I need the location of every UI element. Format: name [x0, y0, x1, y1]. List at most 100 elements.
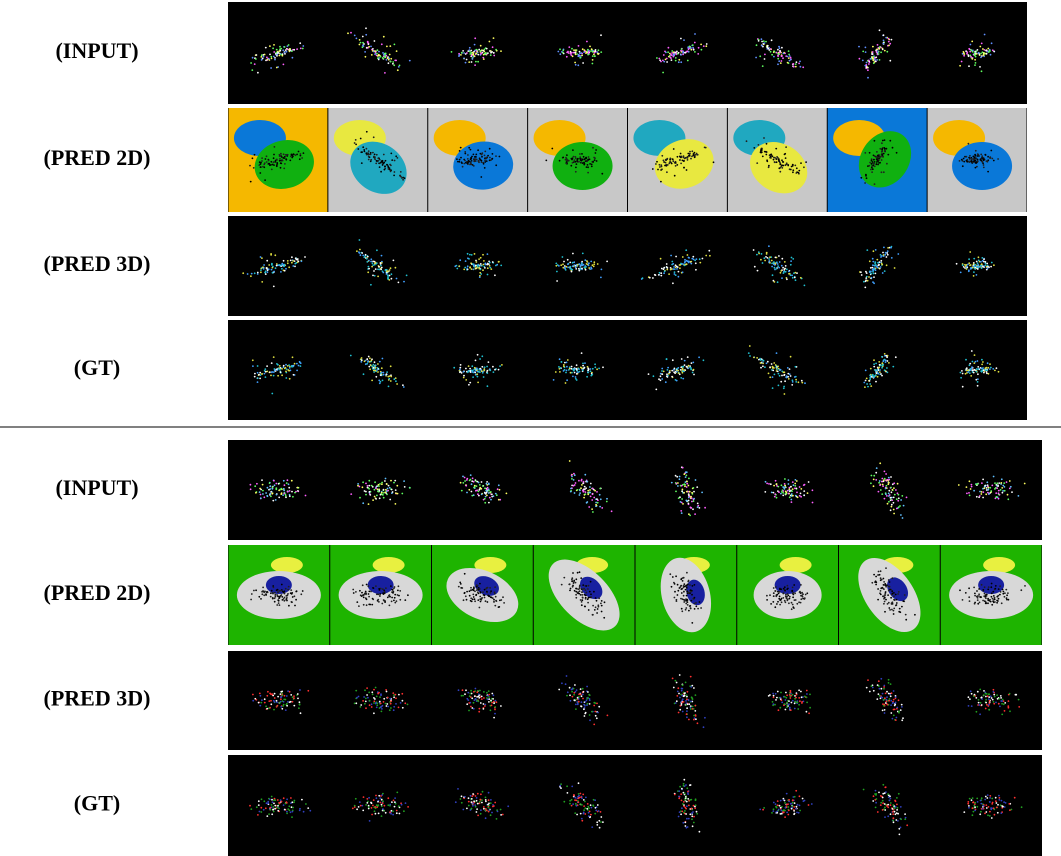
point	[569, 266, 571, 268]
point	[270, 596, 272, 598]
point	[596, 703, 598, 705]
point	[866, 177, 868, 179]
point	[873, 159, 875, 161]
point	[476, 368, 478, 370]
point	[770, 157, 772, 159]
point	[881, 579, 883, 581]
point	[578, 368, 580, 370]
point	[575, 582, 577, 584]
point	[679, 478, 681, 480]
point	[397, 590, 399, 592]
point	[380, 162, 382, 164]
point	[793, 584, 795, 586]
point	[986, 266, 988, 268]
point	[368, 480, 370, 482]
point	[282, 494, 284, 496]
point	[666, 61, 668, 63]
point	[792, 481, 794, 483]
point	[887, 372, 889, 374]
point	[459, 259, 461, 261]
point	[873, 363, 875, 365]
point	[578, 161, 580, 163]
point	[961, 61, 963, 63]
point	[395, 155, 397, 157]
point	[772, 376, 774, 378]
point	[762, 363, 764, 365]
image-strip	[228, 651, 1042, 750]
point	[486, 157, 488, 159]
point	[881, 356, 883, 358]
point	[375, 376, 377, 378]
point	[683, 492, 685, 494]
point	[671, 370, 673, 372]
point	[373, 371, 375, 373]
point	[789, 368, 791, 370]
point	[883, 598, 885, 600]
point	[984, 485, 986, 487]
point	[986, 53, 988, 55]
point	[575, 591, 577, 593]
point	[253, 167, 255, 169]
point	[682, 698, 684, 700]
point	[292, 356, 294, 358]
point	[563, 261, 565, 263]
point	[562, 256, 564, 258]
point	[798, 63, 800, 65]
point	[491, 693, 493, 695]
point	[896, 508, 898, 510]
point	[384, 166, 386, 168]
point	[389, 375, 391, 377]
point	[676, 371, 678, 373]
point	[1024, 483, 1026, 485]
point	[600, 498, 602, 500]
point	[881, 255, 883, 257]
point	[386, 59, 388, 61]
point	[566, 154, 568, 156]
point	[779, 375, 781, 377]
point	[889, 609, 891, 611]
point	[693, 715, 695, 717]
figure-row: (PRED 3D)	[44, 216, 1027, 316]
point	[587, 159, 589, 161]
point	[784, 483, 786, 485]
point	[281, 596, 283, 598]
point	[682, 577, 684, 579]
point	[270, 496, 272, 498]
point	[1002, 490, 1004, 492]
point	[397, 493, 399, 495]
point	[987, 48, 989, 50]
point	[360, 361, 362, 363]
point	[581, 594, 583, 596]
point	[486, 481, 488, 483]
point	[700, 607, 702, 609]
point	[870, 273, 872, 275]
point	[695, 154, 697, 156]
point	[463, 377, 465, 379]
point	[271, 58, 273, 60]
point	[269, 482, 271, 484]
point	[996, 602, 998, 604]
point	[577, 64, 579, 66]
point	[465, 62, 467, 64]
point	[570, 53, 572, 55]
point	[679, 476, 681, 478]
point	[787, 585, 789, 587]
point	[753, 147, 755, 149]
point	[252, 157, 254, 159]
point	[389, 605, 391, 607]
point	[567, 259, 569, 261]
point	[675, 475, 677, 477]
point	[280, 493, 282, 495]
point	[491, 158, 493, 160]
point	[592, 59, 594, 61]
point	[980, 370, 982, 372]
point	[984, 586, 986, 588]
point	[471, 495, 473, 497]
point	[280, 155, 282, 157]
point	[758, 253, 760, 255]
point	[365, 701, 367, 703]
point	[868, 60, 870, 62]
point	[499, 365, 501, 367]
point	[895, 594, 897, 596]
point	[582, 363, 584, 365]
